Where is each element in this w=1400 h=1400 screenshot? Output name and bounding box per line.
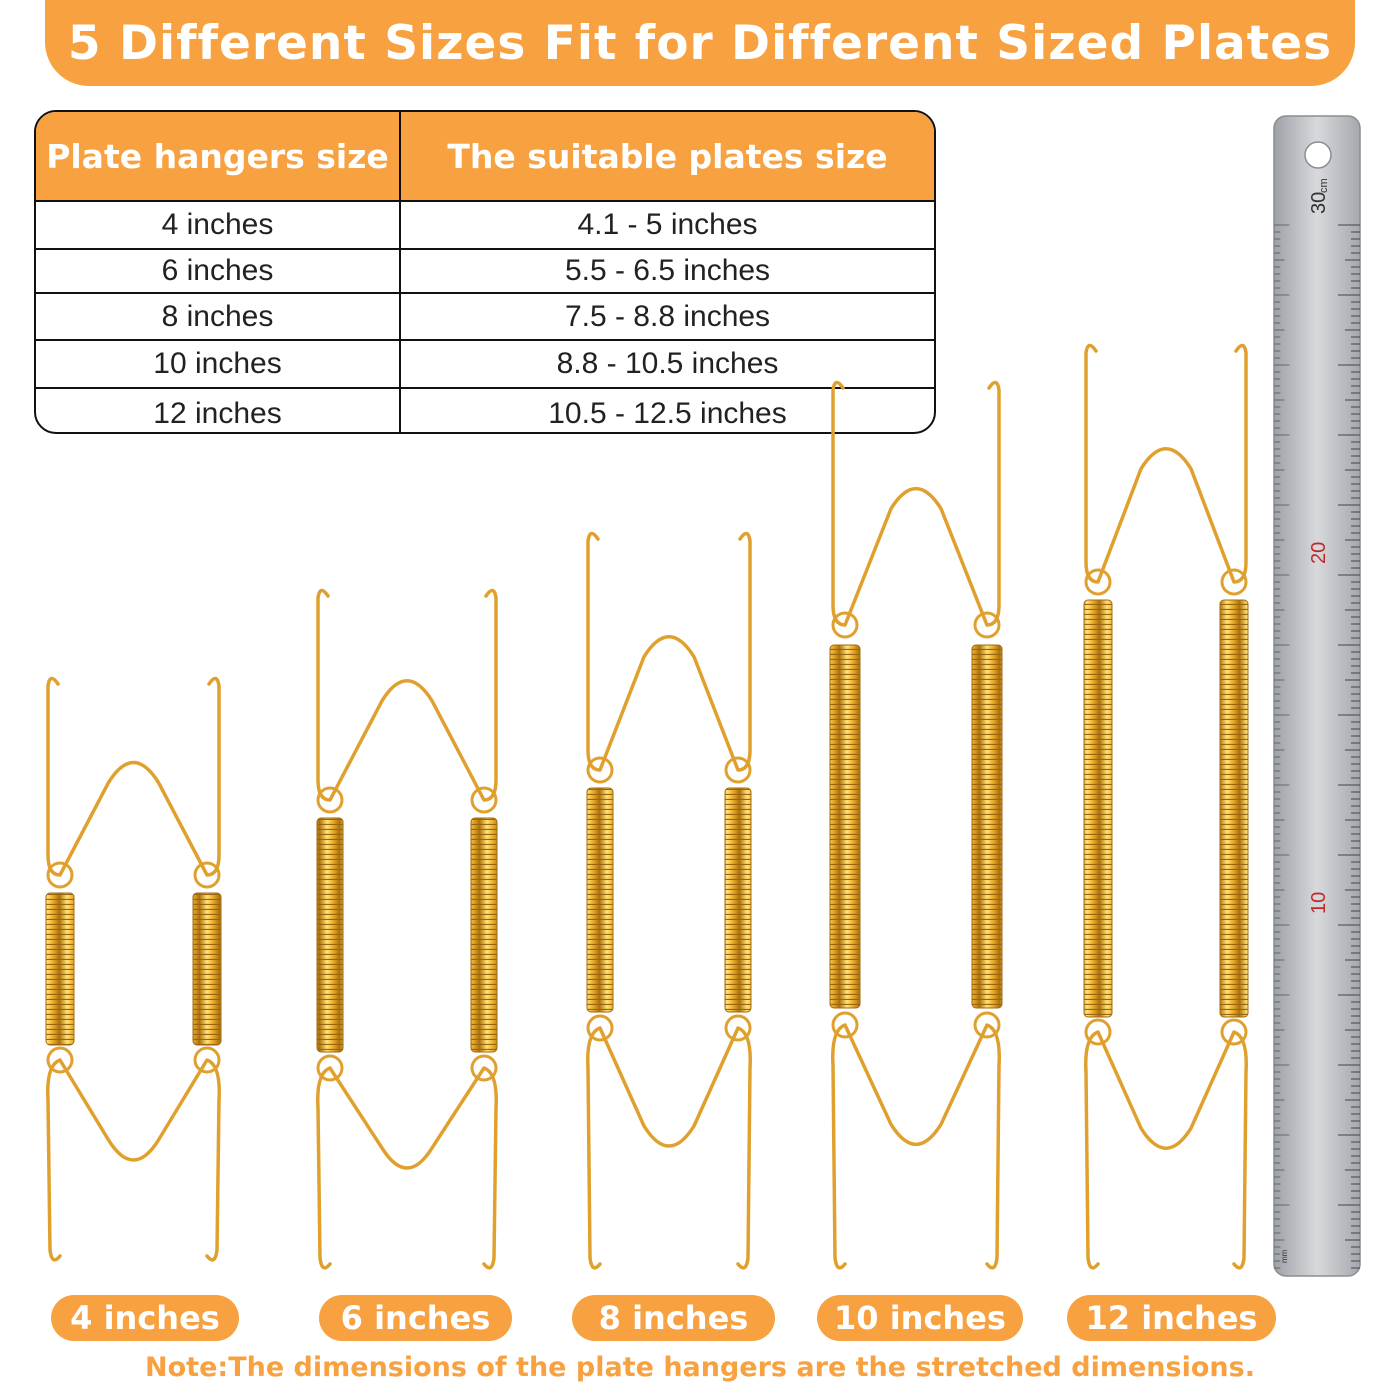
ruler-unit-cm: cm [1318,178,1330,193]
table-row: 10 inches 8.8 - 10.5 inches [36,341,934,389]
table-header: Plate hangers size The suitable plates s… [36,112,934,202]
hanger-wire-bottom [316,1066,498,1270]
hanger-wire-top [831,380,1001,627]
hanger-ring [973,611,1001,639]
hanger-wire-bottom [1084,1030,1248,1270]
hanger-spring [1083,599,1113,1018]
hanger-ring [724,1014,752,1042]
hanger-spring [470,817,498,1053]
hanger-spring [971,644,1003,1009]
table-row: 4 inches 4.1 - 5 inches [36,202,934,250]
hanger-ring [973,1011,1001,1039]
hanger-ring [831,1011,859,1039]
hanger-spring [316,817,344,1053]
hanger-ring [724,756,752,784]
hanger-wire-top [586,531,752,772]
hanger-ring [1220,1018,1248,1046]
plate-hanger-4 [829,380,1003,1270]
table-row: 8 inches 7.5 - 8.8 inches [36,294,934,341]
note-text: Note:The dimensions of the plate hangers… [145,1352,1255,1383]
label-4-inches: 4 inches [51,1295,239,1341]
plate-hanger-3 [586,531,752,1270]
cell-hanger-size: 12 inches [36,389,401,432]
hanger-ring [46,1046,74,1074]
title-banner: 5 Different Sizes Fit for Different Size… [45,0,1355,86]
hanger-wire-top [316,588,498,802]
header-hanger-size: Plate hangers size [36,112,401,200]
cell-plate-size: 8.8 - 10.5 inches [556,347,779,380]
hanger-ring [1220,568,1248,596]
hanger-spring [45,892,75,1046]
plate-hanger-2 [316,588,498,1270]
hanger-ring [193,1046,221,1074]
ruler: 30 20 10 cm mm [1273,115,1361,1277]
table-row: 6 inches 5.5 - 6.5 inches [36,250,934,294]
header-plate-size: The suitable plates size [447,136,888,176]
hanger-wire-bottom [831,1023,1001,1270]
ruler-label-20: 20 [1308,542,1330,564]
hanger-wire-bottom [586,1026,752,1270]
hanger-wire-bottom [46,1058,221,1262]
ruler-hole [1304,141,1332,169]
hanger-wire-top [46,676,221,877]
ruler-ticks [1274,224,1360,1269]
hanger-spring [586,787,614,1013]
ruler-label-10: 10 [1308,892,1330,914]
hanger-spring [724,787,752,1013]
ruler-unit-mm: mm [1280,1249,1289,1263]
ruler-body [1273,115,1361,1277]
cell-plate-size: 5.5 - 6.5 inches [564,254,771,287]
table-row: 12 inches 10.5 - 12.5 inches [36,389,934,432]
hanger-ring [316,1054,344,1082]
hanger-ring [316,786,344,814]
cell-hanger-size: 6 inches [36,250,401,292]
hanger-ring [46,861,74,889]
hanger-ring [831,611,859,639]
cell-plate-size: 10.5 - 12.5 inches [548,396,787,430]
hanger-ring [470,1054,498,1082]
hanger-ring [586,756,614,784]
ruler-label-30: 30 [1308,192,1330,214]
cell-plate-size: 7.5 - 8.8 inches [564,299,771,333]
banner-title: 5 Different Sizes Fit for Different Size… [67,15,1333,71]
hanger-ring [1084,1018,1112,1046]
plate-hanger-5 [1083,343,1249,1270]
hanger-spring [829,644,861,1009]
hanger-ring [193,861,221,889]
size-table: Plate hangers size The suitable plates s… [34,110,936,434]
hanger-spring [192,892,222,1046]
label-12-inches: 12 inches [1067,1295,1276,1341]
hanger-ring [586,1014,614,1042]
label-8-inches: 8 inches [572,1295,775,1341]
hanger-spring [1219,599,1249,1018]
label-6-inches: 6 inches [319,1295,512,1341]
cell-plate-size: 4.1 - 5 inches [577,208,758,241]
cell-hanger-size: 10 inches [36,341,401,387]
hanger-wire-top [1084,343,1248,584]
cell-hanger-size: 8 inches [36,294,401,339]
hanger-ring [1084,568,1112,596]
cell-hanger-size: 4 inches [36,202,401,248]
plate-hangers [45,343,1249,1270]
hanger-ring [470,786,498,814]
label-10-inches: 10 inches [817,1295,1023,1341]
plate-hanger-1 [45,676,222,1262]
